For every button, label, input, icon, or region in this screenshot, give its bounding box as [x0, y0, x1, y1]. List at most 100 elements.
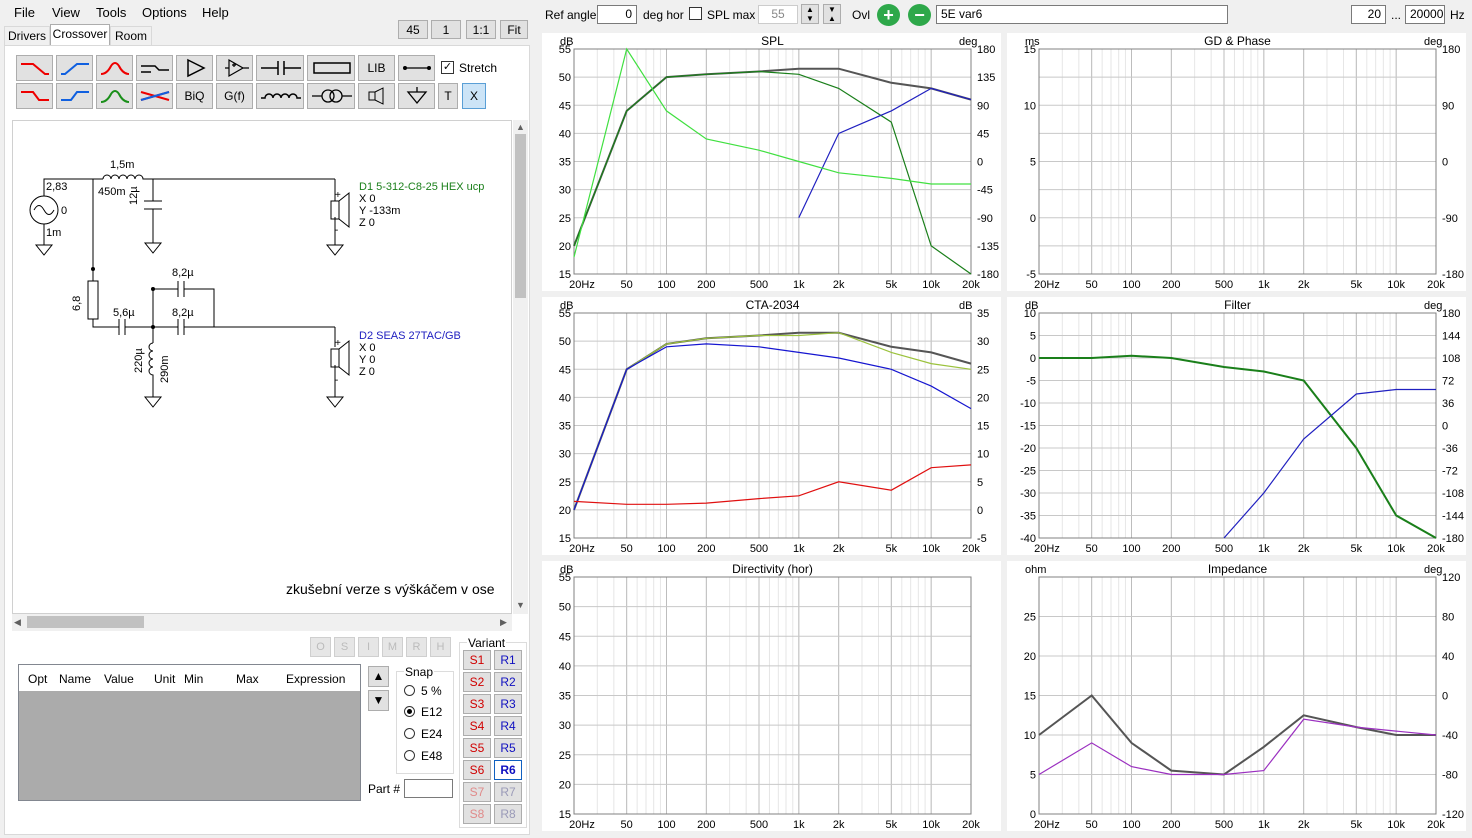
- opt-r-button[interactable]: R: [406, 637, 427, 657]
- lowpass-shelf-button[interactable]: [16, 83, 53, 109]
- scroll-left-icon[interactable]: ◀: [14, 617, 21, 627]
- schematic-hscroll[interactable]: ◀ ▶: [12, 614, 512, 631]
- menu-tools[interactable]: Tools: [96, 5, 127, 20]
- variant-r2-button[interactable]: R2: [494, 672, 522, 692]
- hscroll-thumb[interactable]: [27, 616, 144, 628]
- col-opt[interactable]: Opt: [28, 672, 48, 686]
- variant-s1-button[interactable]: S1: [463, 650, 491, 670]
- move-down-button[interactable]: ▼: [368, 690, 389, 711]
- opt-s-button[interactable]: S: [334, 637, 355, 657]
- c1-value[interactable]: 12µ: [128, 186, 140, 205]
- inductor-button[interactable]: [256, 83, 304, 109]
- vscroll-thumb[interactable]: [515, 134, 526, 298]
- chart-panel-5[interactable]: 25 20 15 10 5 0 120 80 40 0 -40 -80 -120 20Hz 50 100 200…: [1007, 561, 1466, 831]
- allpass-button[interactable]: [136, 55, 173, 81]
- c2-value[interactable]: 5,6µ: [113, 307, 135, 319]
- l2-value[interactable]: 220µ: [133, 348, 145, 373]
- spl-max-checkbox[interactable]: [689, 7, 702, 20]
- opt-o-button[interactable]: O: [310, 637, 331, 657]
- transfer-function-button[interactable]: G(f): [216, 83, 253, 109]
- scroll-right-icon[interactable]: ▶: [500, 617, 507, 627]
- variant-r8-button[interactable]: R8: [494, 804, 522, 824]
- variant-s2-button[interactable]: S2: [463, 672, 491, 692]
- l1-value[interactable]: 1,5m: [110, 159, 135, 171]
- col-min[interactable]: Min: [184, 672, 204, 686]
- variant-s7-button[interactable]: S7: [463, 782, 491, 802]
- scroll-up-icon[interactable]: ▲: [516, 122, 525, 132]
- variant-s4-button[interactable]: S4: [463, 716, 491, 736]
- freq-max-input[interactable]: 20000: [1405, 5, 1445, 24]
- driver-1-name[interactable]: D1 5-312-C8-25 HEX ucp: [359, 181, 485, 193]
- c4-value[interactable]: 8,2µ: [172, 307, 194, 319]
- schematic-vscroll[interactable]: ▲ ▼: [513, 120, 528, 614]
- variant-s8-button[interactable]: S8: [463, 804, 491, 824]
- stretch-checkbox[interactable]: ✓: [441, 61, 454, 74]
- wire-button[interactable]: [398, 55, 435, 81]
- tab-drivers[interactable]: Drivers: [4, 26, 50, 45]
- radio-selected-icon[interactable]: [404, 706, 415, 717]
- variant-s5-button[interactable]: S5: [463, 738, 491, 758]
- variant-r3-button[interactable]: R3: [494, 694, 522, 714]
- variant-r4-button[interactable]: R4: [494, 716, 522, 736]
- menu-help[interactable]: Help: [202, 5, 229, 20]
- overlay-name-input[interactable]: 5E var6: [936, 5, 1228, 24]
- spl-swap-button[interactable]: ▼ ▲: [823, 4, 841, 24]
- buffer-button[interactable]: [176, 55, 213, 81]
- col-name[interactable]: Name: [59, 672, 92, 686]
- zoom-45-button[interactable]: 45: [398, 20, 428, 39]
- radio-circle-icon[interactable]: [404, 750, 415, 761]
- zoom-1to1-button[interactable]: 1:1: [466, 20, 496, 39]
- c3-value[interactable]: 8,2µ: [172, 267, 194, 279]
- capacitor-button[interactable]: [256, 55, 304, 81]
- ref-angle-input[interactable]: 0: [597, 5, 637, 24]
- ground-button[interactable]: [398, 83, 435, 109]
- opt-h-button[interactable]: H: [430, 637, 451, 657]
- opamp-button[interactable]: [216, 55, 253, 81]
- chart-panel-4[interactable]: 55 50 45 40 35 30 25 20 15 20Hz 50 100 200 500 1k 2k 5k 1…: [542, 561, 1001, 831]
- overlay-remove-icon[interactable]: −: [908, 4, 931, 26]
- radio-circle-icon[interactable]: [404, 728, 415, 739]
- schematic-note[interactable]: zkušební verze s výškáčem v ose: [286, 581, 495, 597]
- move-up-button[interactable]: ▲: [368, 666, 389, 687]
- scroll-down-icon[interactable]: ▼: [516, 600, 525, 610]
- text-button[interactable]: T: [438, 83, 458, 109]
- tab-crossover[interactable]: Crossover: [50, 24, 110, 45]
- col-value[interactable]: Value: [104, 672, 134, 686]
- spl-max-input[interactable]: 55: [758, 5, 798, 24]
- chart-panel-0[interactable]: 55 50 45 40 35 30 25 20 15 180 135 90 45 0 -45 -90 -135 -…: [542, 33, 1001, 291]
- chart-panel-3[interactable]: 10 5 0 -5 -10 -15 -20 -25 -30 -35 -40 180 144 108 72 36…: [1007, 297, 1466, 555]
- highpass-shelf-button[interactable]: [56, 83, 93, 109]
- part-number-input[interactable]: [404, 779, 453, 798]
- zoom-fit-button[interactable]: Fit: [500, 20, 528, 39]
- menu-view[interactable]: View: [52, 5, 80, 20]
- variant-r6-button[interactable]: R6: [494, 760, 522, 780]
- biquad-button[interactable]: BiQ: [176, 83, 213, 109]
- notch-button[interactable]: [136, 83, 173, 109]
- overlay-add-icon[interactable]: +: [877, 4, 900, 26]
- delete-button[interactable]: X: [462, 83, 486, 109]
- freq-min-input[interactable]: 20: [1351, 5, 1386, 24]
- menu-options[interactable]: Options: [142, 5, 187, 20]
- spl-spin-up-down[interactable]: ▲ ▼: [801, 4, 819, 24]
- variant-r5-button[interactable]: R5: [494, 738, 522, 758]
- chart-panel-1[interactable]: 15 10 5 0 -5 180 90 0 -90 -180 20Hz 50 100 200 500 1k 2k…: [1007, 33, 1466, 291]
- variant-s6-button[interactable]: S6: [463, 760, 491, 780]
- chart-panel-2[interactable]: 55 50 45 40 35 30 25 20 15 35 30 25 20 15 10 5 0 -5 20Hz 50…: [542, 297, 1001, 555]
- opt-i-button[interactable]: I: [358, 637, 379, 657]
- col-max[interactable]: Max: [236, 672, 259, 686]
- variant-r7-button[interactable]: R7: [494, 782, 522, 802]
- variant-s3-button[interactable]: S3: [463, 694, 491, 714]
- menu-file[interactable]: File: [14, 5, 35, 20]
- highpass-blue-button[interactable]: [56, 55, 93, 81]
- opt-m-button[interactable]: M: [382, 637, 403, 657]
- bandpass-red-button[interactable]: [96, 55, 133, 81]
- schematic-canvas[interactable]: + - + - 2,83 0 1m 1,5m 450m 12µ 6,8 5,6µ…: [12, 120, 512, 614]
- col-expression[interactable]: Expression: [286, 672, 346, 686]
- driver-2-name[interactable]: D2 SEAS 27TAC/GB: [359, 330, 461, 342]
- peak-green-button[interactable]: [96, 83, 133, 109]
- r1-value[interactable]: 6,8: [71, 295, 83, 311]
- speaker-button[interactable]: [358, 83, 395, 109]
- col-unit[interactable]: Unit: [154, 672, 176, 686]
- transformer-button[interactable]: [307, 83, 355, 109]
- zoom-1-button[interactable]: 1: [431, 20, 461, 39]
